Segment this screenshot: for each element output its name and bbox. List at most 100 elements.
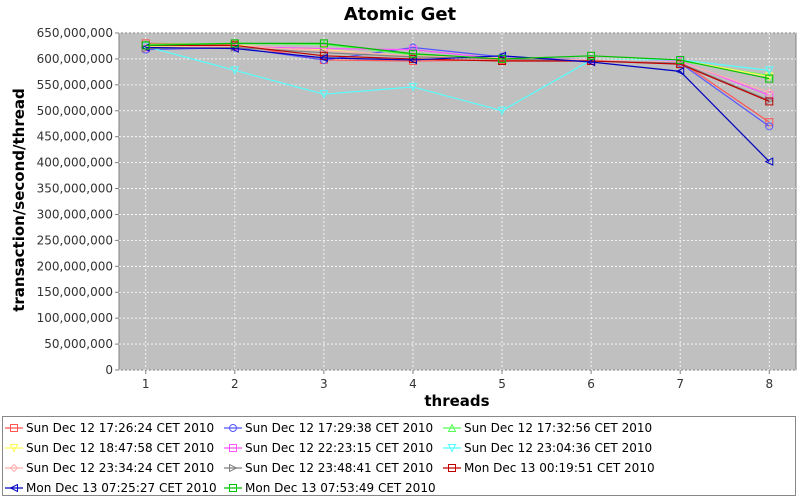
x-tick-label: 3: [320, 377, 328, 391]
data-point: [230, 66, 240, 75]
legend-label: Sun Dec 12 18:47:58 CET 2010: [26, 441, 215, 455]
data-point: [587, 51, 596, 60]
data-point: [319, 39, 329, 49]
y-tick-label: 250,000,000: [37, 233, 113, 247]
data-point: [676, 55, 685, 64]
data-point: [497, 106, 507, 116]
data-point: [141, 43, 150, 52]
y-tick-label: 300,000,000: [37, 207, 113, 221]
legend-label: Sun Dec 12 23:04:36 CET 2010: [464, 441, 653, 455]
x-axis: 1 2 3 4 5 6 7 8: [142, 370, 773, 391]
y-tick-label: 650,000,000: [37, 26, 113, 40]
legend-marker: [229, 484, 237, 492]
chart-title: Atomic Get: [344, 4, 457, 25]
series-group: [141, 38, 774, 166]
legend-swatch: [224, 424, 242, 432]
legend-label: Sun Dec 12 22:23:15 CET 2010: [245, 441, 434, 455]
y-tick-label: 200,000,000: [37, 259, 113, 273]
data-point: [764, 157, 774, 166]
legend-item: Sun Dec 12 18:47:58 CET 2010: [5, 439, 214, 457]
y-tick-label: 100,000,000: [37, 311, 113, 325]
legend-item: Sun Dec 12 17:29:38 CET 2010: [224, 419, 433, 437]
legend-label: Mon Dec 13 00:19:51 CET 2010: [464, 461, 655, 475]
data-point: [141, 41, 150, 50]
y-tick-label: 350,000,000: [37, 182, 113, 196]
data-point: [408, 55, 417, 65]
data-point: [408, 82, 418, 92]
legend-marker: [9, 463, 19, 473]
legend-marker: [447, 423, 457, 432]
data-point: [230, 39, 239, 48]
legend-label: Sun Dec 12 17:32:56 CET 2010: [464, 421, 653, 435]
legend-swatch: [224, 463, 242, 473]
legend-swatch: [5, 424, 23, 432]
y-tick-label: 0: [105, 363, 113, 377]
legend-marker: [229, 463, 238, 473]
legend-item: Sun Dec 12 17:32:56 CET 2010: [443, 419, 652, 437]
legend-item: Mon Dec 13 00:19:51 CET 2010: [443, 459, 655, 477]
legend-swatch: [5, 463, 23, 473]
legend-item: Mon Dec 13 07:25:27 CET 2010: [5, 479, 217, 497]
x-tick-label: 4: [409, 377, 417, 391]
legend-item: Sun Dec 12 23:04:36 CET 2010: [443, 439, 652, 457]
series-line: [145, 45, 770, 112]
x-tick-label: 7: [676, 377, 684, 391]
y-tick-label: 600,000,000: [37, 52, 113, 66]
x-tick-label: 5: [498, 377, 506, 391]
series-11: [141, 39, 774, 83]
data-point: [408, 49, 417, 58]
x-tick-label: 2: [231, 377, 239, 391]
legend-item: Mon Dec 13 07:53:49 CET 2010: [224, 479, 436, 497]
x-axis-label: threads: [424, 392, 489, 410]
legend-marker: [447, 444, 457, 453]
data-point: [765, 122, 774, 131]
legend-swatch: [443, 444, 461, 453]
legend-label: Mon Dec 13 07:53:49 CET 2010: [245, 481, 436, 495]
y-tick-label: 450,000,000: [37, 130, 113, 144]
data-point: [676, 60, 685, 69]
legend-marker: [9, 444, 19, 453]
legend-label: Sun Dec 12 23:48:41 CET 2010: [245, 461, 434, 475]
gridlines: [119, 32, 796, 371]
data-point: [408, 45, 417, 54]
legend-swatch: [224, 484, 242, 492]
y-tick-label: 150,000,000: [37, 285, 113, 299]
y-axis: 0 50,000,000 100,000,000 150,000,000 200,000…: [37, 26, 119, 377]
legend-item: Sun Dec 12 22:23:15 CET 2010: [224, 439, 433, 457]
y-axis-label: transaction/second/thread: [10, 88, 28, 312]
data-point: [319, 90, 329, 99]
data-point: [319, 53, 328, 63]
legend-label: Sun Dec 12 23:34:24 CET 2010: [26, 461, 215, 475]
legend-swatch: [5, 483, 23, 493]
legend-marker: [9, 483, 18, 493]
y-tick-label: 50,000,000: [44, 337, 113, 351]
data-point: [498, 54, 507, 63]
legend-item: Sun Dec 12 23:48:41 CET 2010: [224, 459, 433, 477]
data-point: [764, 66, 774, 75]
legend-label: Sun Dec 12 17:26:24 CET 2010: [26, 421, 215, 435]
data-point: [765, 74, 774, 83]
plot-area: [118, 32, 797, 371]
series-line: [145, 46, 770, 163]
data-point: [765, 87, 774, 97]
y-tick-label: 550,000,000: [37, 78, 113, 92]
legend-item: Sun Dec 12 17:26:24 CET 2010: [5, 419, 214, 437]
legend-label: Mon Dec 13 07:25:27 CET 2010: [26, 481, 217, 495]
legend-item: Sun Dec 12 23:34:24 CET 2010: [5, 459, 214, 477]
data-point: [765, 97, 774, 106]
series-line: [145, 44, 770, 102]
y-tick-label: 400,000,000: [37, 156, 113, 170]
legend: Sun Dec 12 17:26:24 CET 2010 Sun Dec 12 1…: [2, 416, 796, 496]
data-point: [586, 57, 596, 67]
legend-label: Sun Dec 12 17:29:38 CET 2010: [245, 421, 434, 435]
x-tick-label: 6: [587, 377, 595, 391]
legend-marker: [229, 444, 237, 452]
series-line: [145, 42, 770, 80]
x-tick-label: 1: [142, 377, 150, 391]
data-point: [675, 67, 685, 76]
legend-marker: [10, 424, 18, 432]
legend-marker: [229, 424, 237, 432]
legend-swatch: [224, 444, 242, 452]
legend-swatch: [443, 464, 461, 472]
